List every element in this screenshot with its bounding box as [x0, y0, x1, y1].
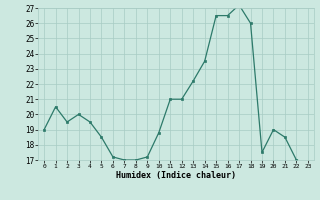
X-axis label: Humidex (Indice chaleur): Humidex (Indice chaleur): [116, 171, 236, 180]
